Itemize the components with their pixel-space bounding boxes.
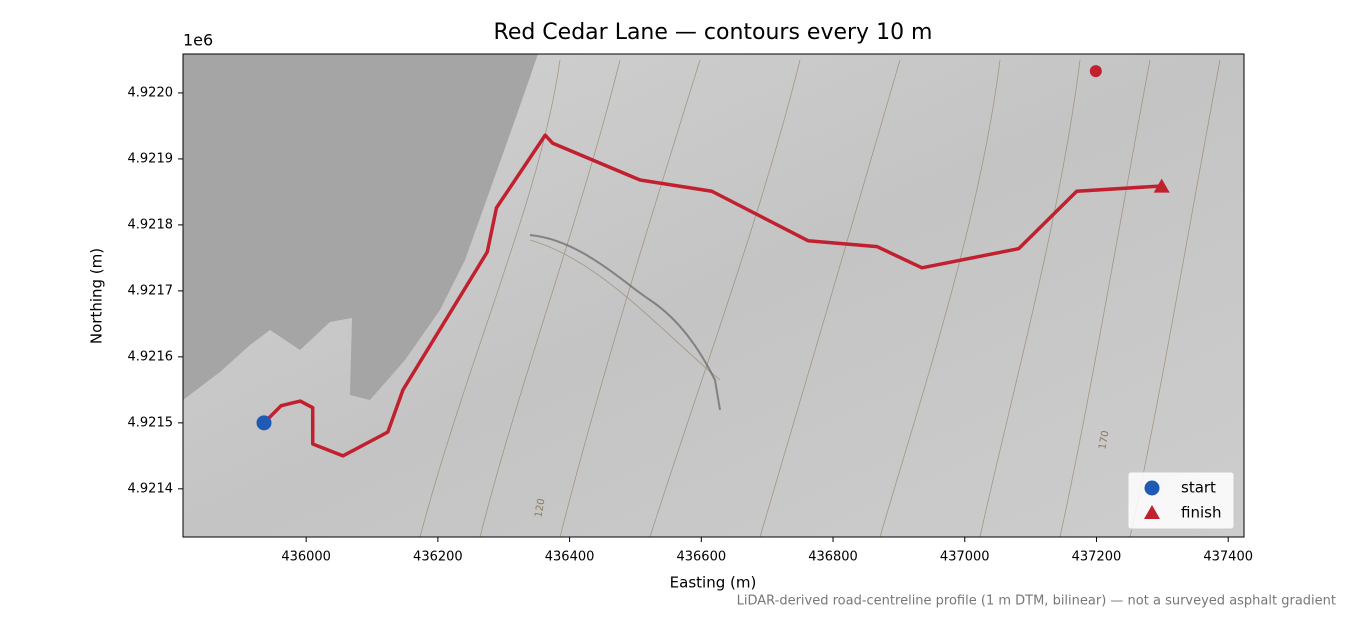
chart-title: Red Cedar Lane — contours every 10 m <box>494 20 933 45</box>
x-tick-label: 436200 <box>413 550 463 565</box>
point <box>1089 65 1102 78</box>
y-tick-label: 4.9214 <box>128 481 174 496</box>
footnote: LiDAR-derived road-centreline profile (1… <box>737 594 1336 609</box>
legend-marker <box>1144 480 1160 496</box>
no-data-area <box>183 54 538 400</box>
start-marker <box>256 415 272 431</box>
y-tick-label: 4.9219 <box>128 151 174 166</box>
x-tick-label: 437000 <box>940 550 990 565</box>
y-offset-label: 1e6 <box>183 31 213 50</box>
legend-label: finish <box>1181 504 1221 522</box>
plot-frame <box>182 53 1245 538</box>
x-tick-label: 437400 <box>1203 550 1253 565</box>
terrain <box>183 54 1244 537</box>
y-tick-label: 4.9215 <box>128 415 174 430</box>
contour-label: 170 <box>1097 430 1111 451</box>
x-tick-label: 436000 <box>281 550 331 565</box>
contour-label: 120 <box>533 498 547 519</box>
legend-marker <box>1144 505 1160 519</box>
contours <box>419 59 1221 537</box>
y-tick-label: 4.9218 <box>128 217 174 232</box>
x-tick-label: 436600 <box>676 550 726 565</box>
x-tick-label: 436800 <box>808 550 858 565</box>
legend-label: start <box>1181 479 1216 497</box>
route-line <box>262 133 1162 458</box>
y-tick-label: 4.9217 <box>128 283 174 298</box>
ravine <box>529 234 721 411</box>
y-tick-label: 4.9220 <box>128 85 174 100</box>
x-axis-label: Easting (m) <box>670 574 757 592</box>
finish-marker <box>1153 178 1170 193</box>
y-tick-label: 4.9216 <box>128 349 174 364</box>
x-tick-label: 436400 <box>545 550 595 565</box>
x-tick-label: 437200 <box>1072 550 1122 565</box>
plot-marks <box>256 65 1170 458</box>
y-axis-label: Northing (m) <box>88 248 106 344</box>
